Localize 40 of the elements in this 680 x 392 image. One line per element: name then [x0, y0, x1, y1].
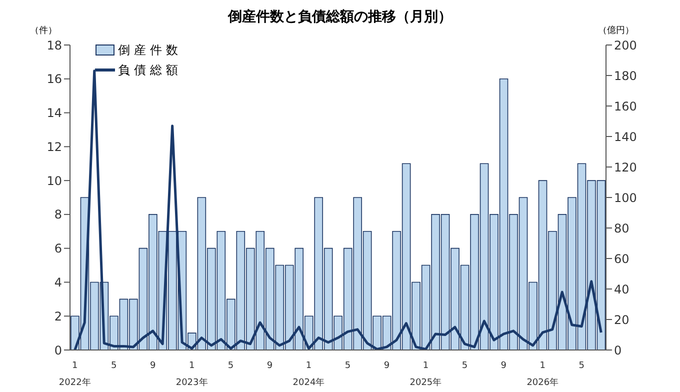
y2-tick-label: 0 [614, 343, 622, 358]
y2-tick-label: 140 [614, 130, 637, 144]
y-tick-label: 8 [54, 208, 62, 222]
x-tick-label: 9 [384, 361, 390, 371]
y-tick-label: 4 [54, 275, 62, 290]
y2-tick-label: 200 [614, 38, 637, 52]
legend-label: 負債総額 [118, 62, 182, 79]
x-tick-label: 9 [266, 361, 273, 371]
y2-tick-label: 20 [614, 312, 630, 327]
x-tick-label: 9 [150, 361, 156, 371]
y-tick-label: 10 [46, 174, 62, 188]
x-tick-label: 1 2022年 [58, 361, 91, 388]
chart-title: 倒産件数と負債総額の推移（月別） [226, 8, 453, 26]
y-axis-title: （件） [30, 24, 57, 37]
y-tick-label: 2 [54, 309, 62, 324]
y-tick-label: 0 [54, 343, 62, 358]
legend-label: 倒産件数 [118, 42, 182, 59]
x-tick-label: 5 [228, 361, 234, 371]
x-tick-label: 5 [110, 361, 117, 371]
y-tick-label: 16 [46, 72, 62, 86]
y-tick-label: 12 [46, 140, 62, 154]
x-tick-label: 5 [462, 361, 468, 371]
y2-tick-label: 40 [614, 282, 630, 296]
x-tick-label: 1 2023年 [176, 361, 208, 388]
y2-tick-label: 180 [614, 68, 637, 83]
y2-tick-label: 80 [614, 221, 630, 236]
x-tick-label: 5 [578, 361, 585, 371]
y2-tick-label: 60 [614, 252, 630, 266]
y-tick-label: 18 [46, 38, 62, 52]
y2-tick-label: 120 [614, 160, 637, 174]
x-tick-label: 1 2024年 [292, 361, 325, 388]
y2-axis-title: （億円） [598, 24, 634, 37]
x-tick-label: 5 [344, 361, 351, 371]
y-tick-label: 14 [46, 106, 62, 120]
y2-tick-label: 100 [614, 190, 637, 205]
x-tick-label: 9 [500, 361, 507, 371]
x-tick-label: 1 2026年 [526, 361, 559, 388]
x-tick-label: 1 2025年 [410, 361, 442, 388]
y2-tick-label: 160 [614, 99, 637, 114]
y-tick-label: 6 [54, 242, 62, 256]
